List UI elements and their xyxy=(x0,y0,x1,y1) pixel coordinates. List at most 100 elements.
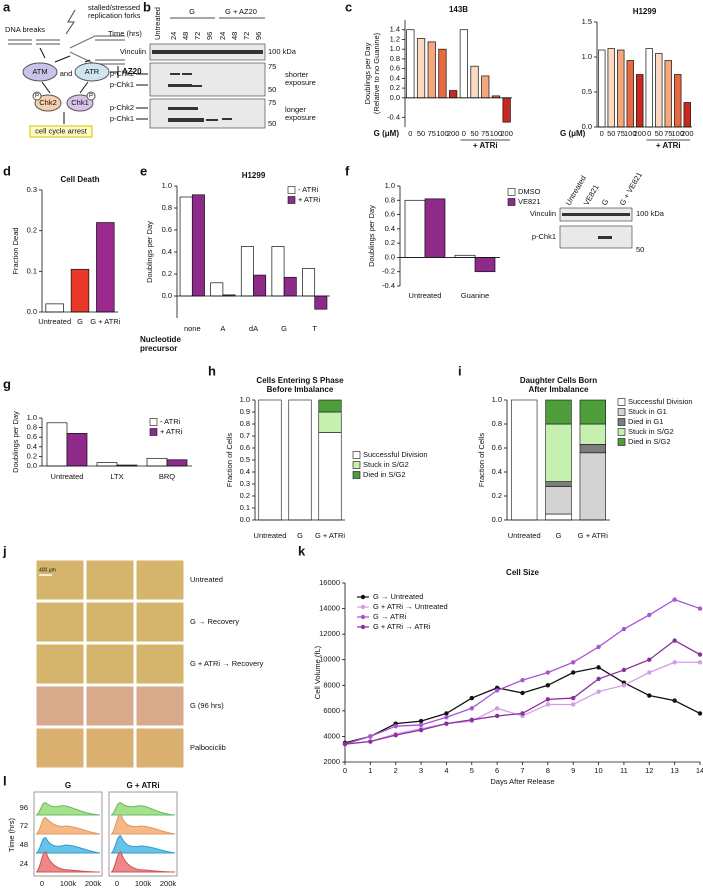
point xyxy=(571,670,576,675)
y-tick-label: 0.2 xyxy=(492,491,502,500)
phospho xyxy=(86,91,96,101)
x-tick-label: none xyxy=(184,324,201,333)
y-axis-label: Fraction of Cells xyxy=(477,433,486,487)
x-tick-label: 75 xyxy=(664,129,672,138)
legend-marker xyxy=(360,614,366,620)
y-tick-label: 0.0 xyxy=(390,93,400,102)
chart-title: H1299 xyxy=(633,7,657,16)
bar xyxy=(179,196,193,297)
axis-label: Time (hrs) xyxy=(7,818,16,852)
legend-swatch xyxy=(352,471,361,479)
group-label: G + AZ20 xyxy=(225,7,257,16)
row-label: p-Chk2 xyxy=(110,103,134,112)
marker: 50 xyxy=(268,85,276,94)
lane-label: 48 xyxy=(181,32,190,40)
point xyxy=(571,695,576,701)
x-tick-label: 200k xyxy=(85,879,102,888)
image xyxy=(135,643,185,685)
legend-label: - ATRi xyxy=(298,185,319,194)
image xyxy=(135,727,185,769)
y-tick-label: 0.6 xyxy=(385,210,395,219)
y-tick-label: 0.4 xyxy=(385,224,395,233)
x-tick-label: LTX xyxy=(110,472,123,481)
legend-marker xyxy=(360,594,366,600)
x-tick-label: 12 xyxy=(645,766,653,775)
bar-segment xyxy=(579,444,607,454)
bar xyxy=(474,257,496,273)
western-blot: Untreated VE821 G G + VE821 Vinculin p-C… xyxy=(530,171,665,254)
histogram xyxy=(110,814,176,835)
chart-title: After Imbalance xyxy=(528,385,589,394)
y-tick-label: 0.0 xyxy=(27,461,37,470)
bar-segment xyxy=(318,432,342,521)
point xyxy=(520,711,525,716)
lane-label: G + VE821 xyxy=(618,171,644,207)
arrow xyxy=(136,73,148,120)
label: P xyxy=(35,94,39,100)
point xyxy=(368,734,373,739)
lane-label: 96 xyxy=(205,32,214,40)
lightning xyxy=(65,9,76,35)
point xyxy=(545,683,551,688)
y-tick-label: 12000 xyxy=(319,629,340,638)
point xyxy=(596,676,601,682)
bar xyxy=(302,268,316,297)
scale-label: 400 μm xyxy=(39,567,56,573)
inhibition xyxy=(110,66,119,78)
lane-label: Untreated xyxy=(153,7,162,40)
marker: 100 kDa xyxy=(268,47,297,56)
x-tick-label: 13 xyxy=(670,766,678,775)
point xyxy=(672,660,677,665)
bar-segment xyxy=(579,423,607,445)
y-tick-label: 0.4 xyxy=(240,467,250,476)
row-label: 48 xyxy=(20,840,28,849)
marker: 75 xyxy=(268,62,276,71)
x-tick-label: G + ATRi xyxy=(90,317,120,326)
lane-label: 48 xyxy=(230,32,239,40)
point xyxy=(672,698,677,703)
image xyxy=(35,559,85,601)
exposure-label: exposure xyxy=(285,78,316,87)
bar xyxy=(598,49,606,128)
legend-swatch xyxy=(507,188,516,196)
legend-label: Stuck in S/G2 xyxy=(628,427,674,436)
row-label: 24 xyxy=(20,859,28,868)
bar xyxy=(416,38,426,99)
y-tick-label: 0.0 xyxy=(162,291,172,300)
x-tick-label: 8 xyxy=(546,766,550,775)
x-tick-label: 0 xyxy=(600,129,604,138)
x-tick-label: 50 xyxy=(470,129,478,138)
x-tick-label: G xyxy=(297,531,303,540)
y-tick-label: 0.4 xyxy=(492,467,502,476)
bar xyxy=(424,198,446,258)
bar xyxy=(449,90,458,99)
band xyxy=(168,73,202,87)
band xyxy=(562,213,630,216)
bar xyxy=(607,48,615,128)
legend-swatch xyxy=(617,398,626,406)
x-tick-label: Untreated xyxy=(508,531,541,540)
frame xyxy=(33,791,103,877)
x-tick-label: 0 xyxy=(40,879,44,888)
legend-label: G + ATRi → Untreated xyxy=(373,602,448,611)
chart-title: Daughter Cells Born xyxy=(520,376,597,385)
label: Chk2 xyxy=(39,98,57,107)
y-axis-label: Doublings per Day xyxy=(367,205,376,267)
x-tick-label: 100 xyxy=(490,129,503,138)
image xyxy=(35,601,85,643)
point xyxy=(571,702,576,707)
x-tick-label: 0 xyxy=(408,129,412,138)
y-tick-label: 1.0 xyxy=(492,395,502,404)
bar xyxy=(438,48,447,99)
legend-swatch xyxy=(352,461,361,469)
bar xyxy=(70,268,90,313)
bar xyxy=(636,74,644,128)
node xyxy=(74,62,110,82)
group-label: + ATRi xyxy=(473,141,498,150)
bar-segment xyxy=(258,399,282,521)
x-tick-label: 5 xyxy=(470,766,474,775)
row-label: p-Chk1 xyxy=(110,114,134,123)
point xyxy=(393,724,398,729)
x-tick-label: 4 xyxy=(444,766,448,775)
y-tick-label: 0.5 xyxy=(240,455,250,464)
